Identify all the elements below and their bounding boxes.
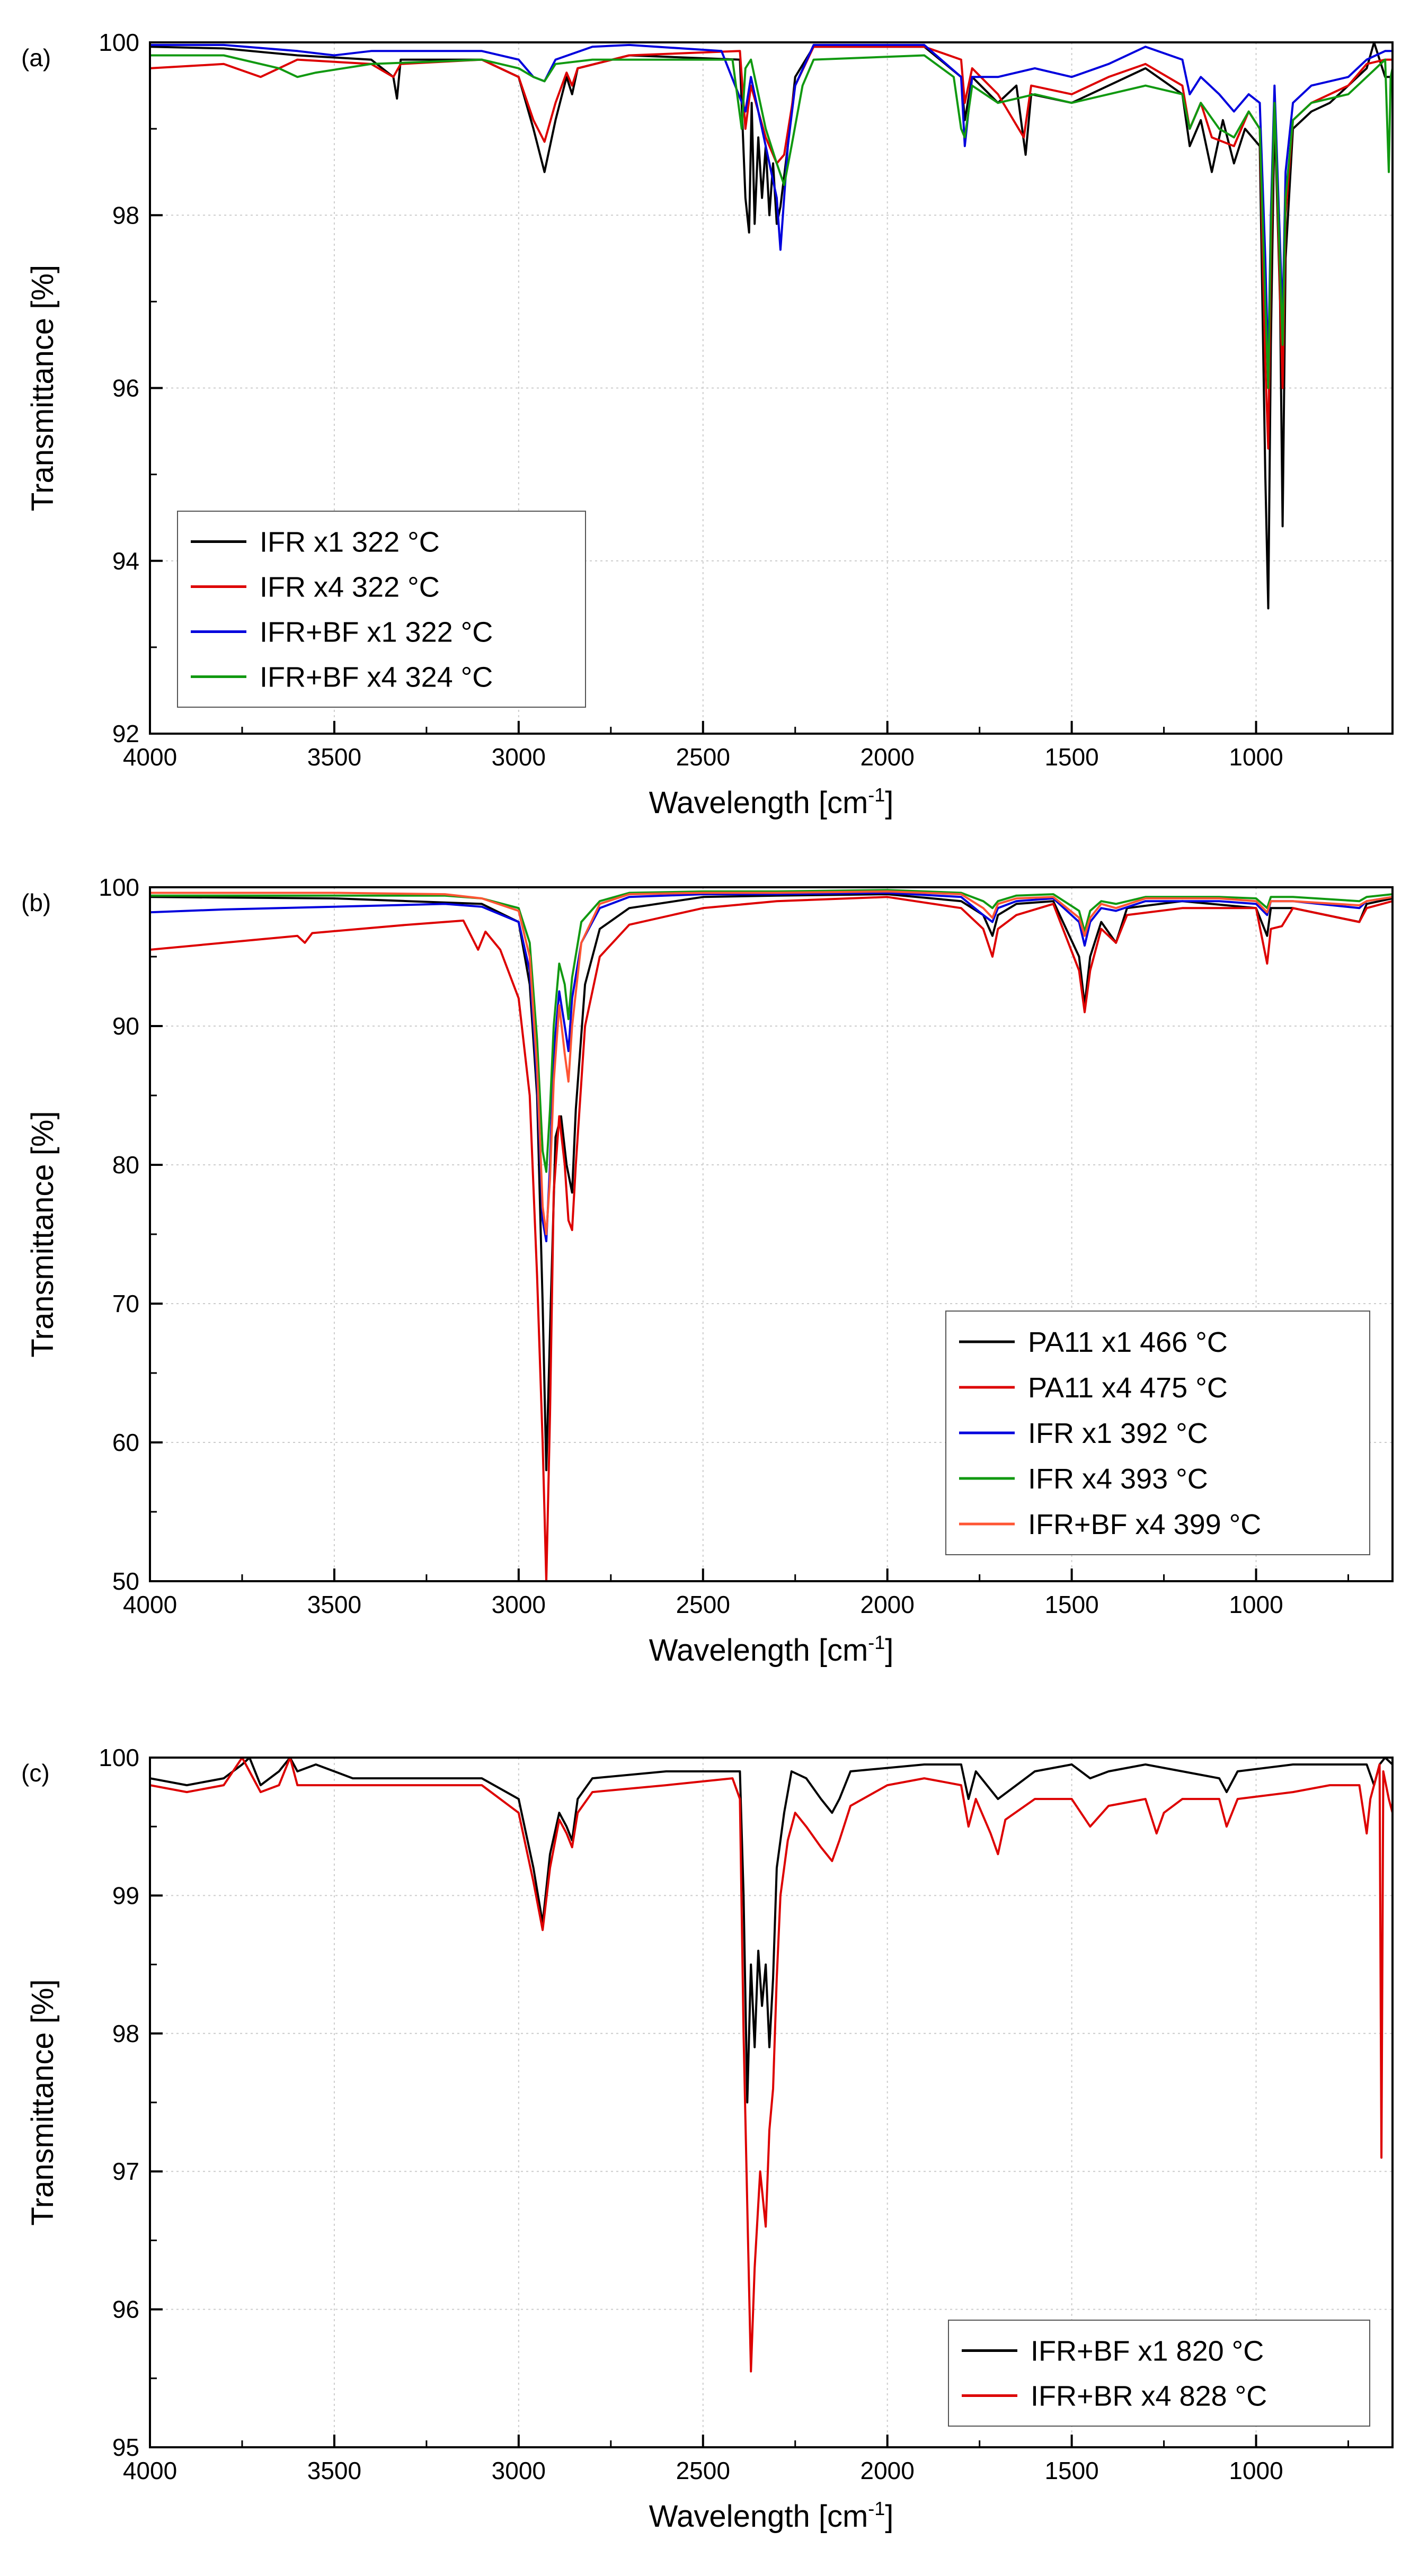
x-tick-label: 2500 — [676, 2457, 730, 2484]
y-tick-label: 99 — [112, 1882, 139, 1909]
chart-panel-1: 4000 3500 3000 2500 2000 1500 1000 92 94 96 98 100 (… — [21, 29, 1394, 820]
x-axis-title-end: ] — [885, 1633, 893, 1668]
legend-label: IFR+BF x1 820 °C — [1031, 2336, 1264, 2367]
x-axis-title-text: Wavelength [cm — [649, 2499, 868, 2534]
legend-label: IFR x1 392 °C — [1028, 1418, 1208, 1449]
chart-panel-2: 4000 3500 3000 2500 2000 1500 1000 50 60 70 80 90 10… — [21, 873, 1394, 1668]
legend-label: IFR+BF x1 322 °C — [260, 617, 493, 648]
y-tick-label: 90 — [112, 1012, 139, 1040]
x-tick-label: 2000 — [861, 2457, 915, 2484]
y-tick-label: 98 — [112, 2020, 139, 2047]
series-line-3 — [150, 43, 1393, 372]
x-tick-label: 1000 — [1229, 2457, 1283, 2484]
panel-label: (a) — [21, 44, 51, 72]
series-line-2 — [150, 896, 1393, 1581]
y-tick-label: 100 — [99, 873, 139, 901]
x-axis-title-superscript: -1 — [868, 2498, 885, 2519]
x-tick-label: 4000 — [123, 743, 177, 771]
y-axis-title: Transmittance [%] — [25, 1111, 60, 1357]
legend-label: PA11 x4 475 °C — [1028, 1372, 1228, 1404]
x-tick-label: 2000 — [861, 743, 915, 771]
panel-label: (b) — [21, 889, 51, 916]
x-axis-title-text: Wavelength [cm — [649, 786, 868, 820]
y-axis-title: Transmittance [%] — [25, 1979, 60, 2225]
legend-label: IFR x4 322 °C — [260, 572, 440, 603]
legend-box — [945, 1311, 1370, 1555]
x-axis-title-superscript: -1 — [868, 784, 885, 806]
legend-box — [948, 2320, 1370, 2427]
series-line-4 — [150, 54, 1393, 389]
series-line-3 — [150, 892, 1393, 1243]
y-tick-label: 98 — [112, 201, 139, 229]
legend-box — [177, 511, 586, 708]
x-tick-label: 1000 — [1229, 1591, 1283, 1618]
y-tick-label: 96 — [112, 2296, 139, 2323]
legend-label: IFR x4 393 °C — [1028, 1463, 1208, 1495]
legend-label: PA11 x1 466 °C — [1028, 1326, 1228, 1358]
x-tick-label: 3000 — [492, 2457, 546, 2484]
y-tick-label: 50 — [112, 1567, 139, 1595]
series-line-2 — [150, 1758, 1393, 2373]
y-tick-label: 100 — [99, 29, 139, 56]
y-tick-label: 97 — [112, 2158, 139, 2185]
x-axis-title-superscript: -1 — [868, 1632, 885, 1653]
x-tick-label: 3000 — [492, 1591, 546, 1618]
y-tick-label: 96 — [112, 375, 139, 402]
y-axis-title: Transmittance [%] — [25, 265, 60, 511]
x-tick-label: 3500 — [307, 1591, 361, 1618]
series-line-5 — [150, 890, 1393, 1235]
legend-label: IFR x1 322 °C — [260, 527, 440, 558]
x-tick-label: 3000 — [492, 743, 546, 771]
y-tick-label: 95 — [112, 2434, 139, 2461]
legend-label: IFR+BF x4 399 °C — [1028, 1509, 1261, 1540]
chart-panel-3: 4000 3500 3000 2500 2000 1500 1000 95 96 97 98 99 10… — [21, 1744, 1394, 2534]
legend-label: IFR+BR x4 828 °C — [1031, 2381, 1267, 2412]
y-tick-label: 92 — [112, 720, 139, 747]
x-axis-title-end: ] — [885, 786, 893, 820]
y-tick-label: 70 — [112, 1290, 139, 1317]
y-tick-label: 80 — [112, 1151, 139, 1179]
x-tick-label: 1500 — [1044, 743, 1098, 771]
series-line-1 — [150, 893, 1393, 1472]
series-line-4 — [150, 889, 1393, 1173]
panel-label: (c) — [21, 1759, 50, 1787]
x-tick-label: 3500 — [307, 2457, 361, 2484]
x-axis-title: Wavelength [cm-1] — [649, 1632, 894, 1668]
x-tick-label: 1500 — [1044, 1591, 1098, 1618]
y-tick-label: 94 — [112, 547, 139, 575]
y-tick-label: 100 — [99, 1744, 139, 1771]
x-tick-label: 2000 — [861, 1591, 915, 1618]
x-tick-label: 2500 — [676, 1591, 730, 1618]
y-tick-label: 60 — [112, 1429, 139, 1456]
legend-label: IFR+BF x4 324 °C — [260, 662, 493, 693]
x-tick-label: 2500 — [676, 743, 730, 771]
x-tick-label: 4000 — [123, 2457, 177, 2484]
x-axis-title: Wavelength [cm-1] — [649, 2498, 894, 2534]
x-tick-label: 3500 — [307, 743, 361, 771]
x-axis-title-end: ] — [885, 2499, 893, 2534]
x-tick-label: 1500 — [1044, 2457, 1098, 2484]
x-axis-title: Wavelength [cm-1] — [649, 784, 894, 820]
x-tick-label: 4000 — [123, 1591, 177, 1618]
x-axis-title-text: Wavelength [cm — [649, 1633, 868, 1668]
x-tick-label: 1000 — [1229, 743, 1283, 771]
series-line-1 — [150, 1758, 1393, 2103]
